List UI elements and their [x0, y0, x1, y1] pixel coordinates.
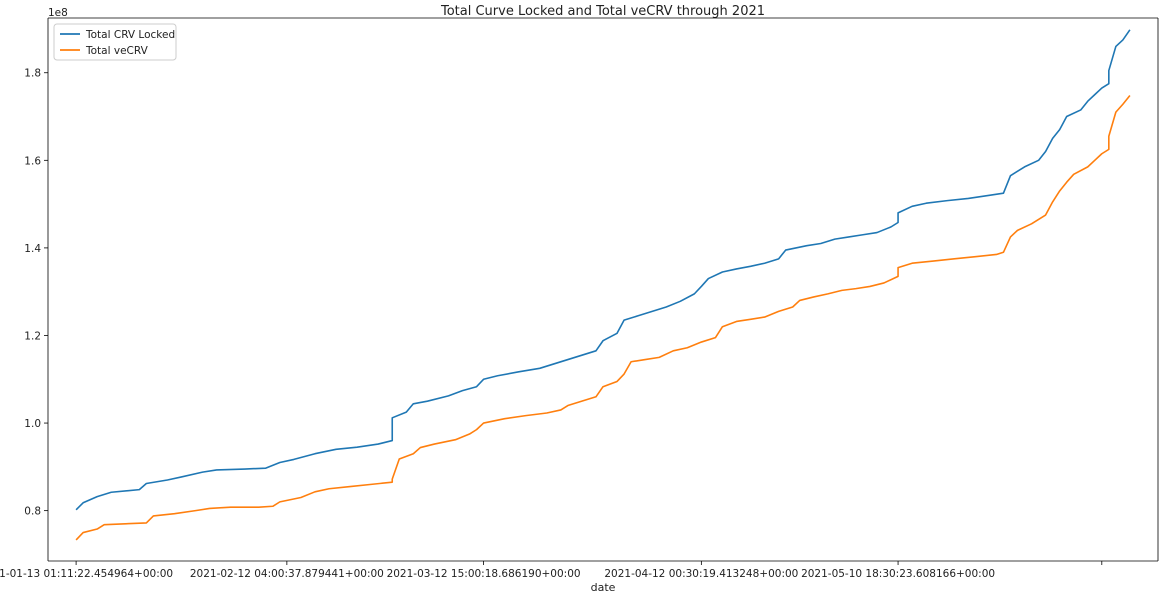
- x-tick-label: 2021-03-12 15:00:18.686190+00:00: [387, 568, 581, 580]
- legend-label-2: Total veCRV: [85, 45, 149, 57]
- y-tick-label: 1.8: [24, 68, 41, 80]
- y-axis-offset-label: 1e8: [48, 7, 68, 19]
- axes-layer: [47, 17, 1159, 562]
- x-tick-label: 2021-05-10 18:30:23.608166+00:00: [801, 568, 995, 580]
- ticks-layer: 0.8 1.0 1.2 1.4 1.6 1.8 2021-01-13 01:11:22.45…: [0, 68, 1103, 580]
- x-tick-label: 2021-04-12 00:30:19.413248+00:00: [604, 568, 798, 580]
- legend: Total CRV Locked Total veCRV: [53, 23, 177, 61]
- y-tick-label: 0.8: [24, 506, 41, 518]
- y-tick-label: 1.4: [24, 243, 41, 255]
- legend-label-1: Total CRV Locked: [85, 29, 175, 41]
- chart-title: Total Curve Locked and Total veCRV throu…: [440, 4, 765, 19]
- series-layer: [75, 29, 1131, 541]
- series-line-2: [75, 95, 1131, 541]
- x-tick-label: 2021-01-13 01:11:22.454964+00:00: [0, 568, 173, 580]
- legend-box: [53, 23, 177, 61]
- x-axis-title: date: [591, 581, 616, 594]
- x-tick-label: 2021-02-12 04:00:37.879441+00:00: [190, 568, 384, 580]
- y-tick-label: 1.2: [24, 330, 41, 342]
- y-tick-label: 1.0: [24, 418, 41, 430]
- y-tick-label: 1.6: [24, 155, 41, 167]
- series-line-1: [75, 29, 1131, 511]
